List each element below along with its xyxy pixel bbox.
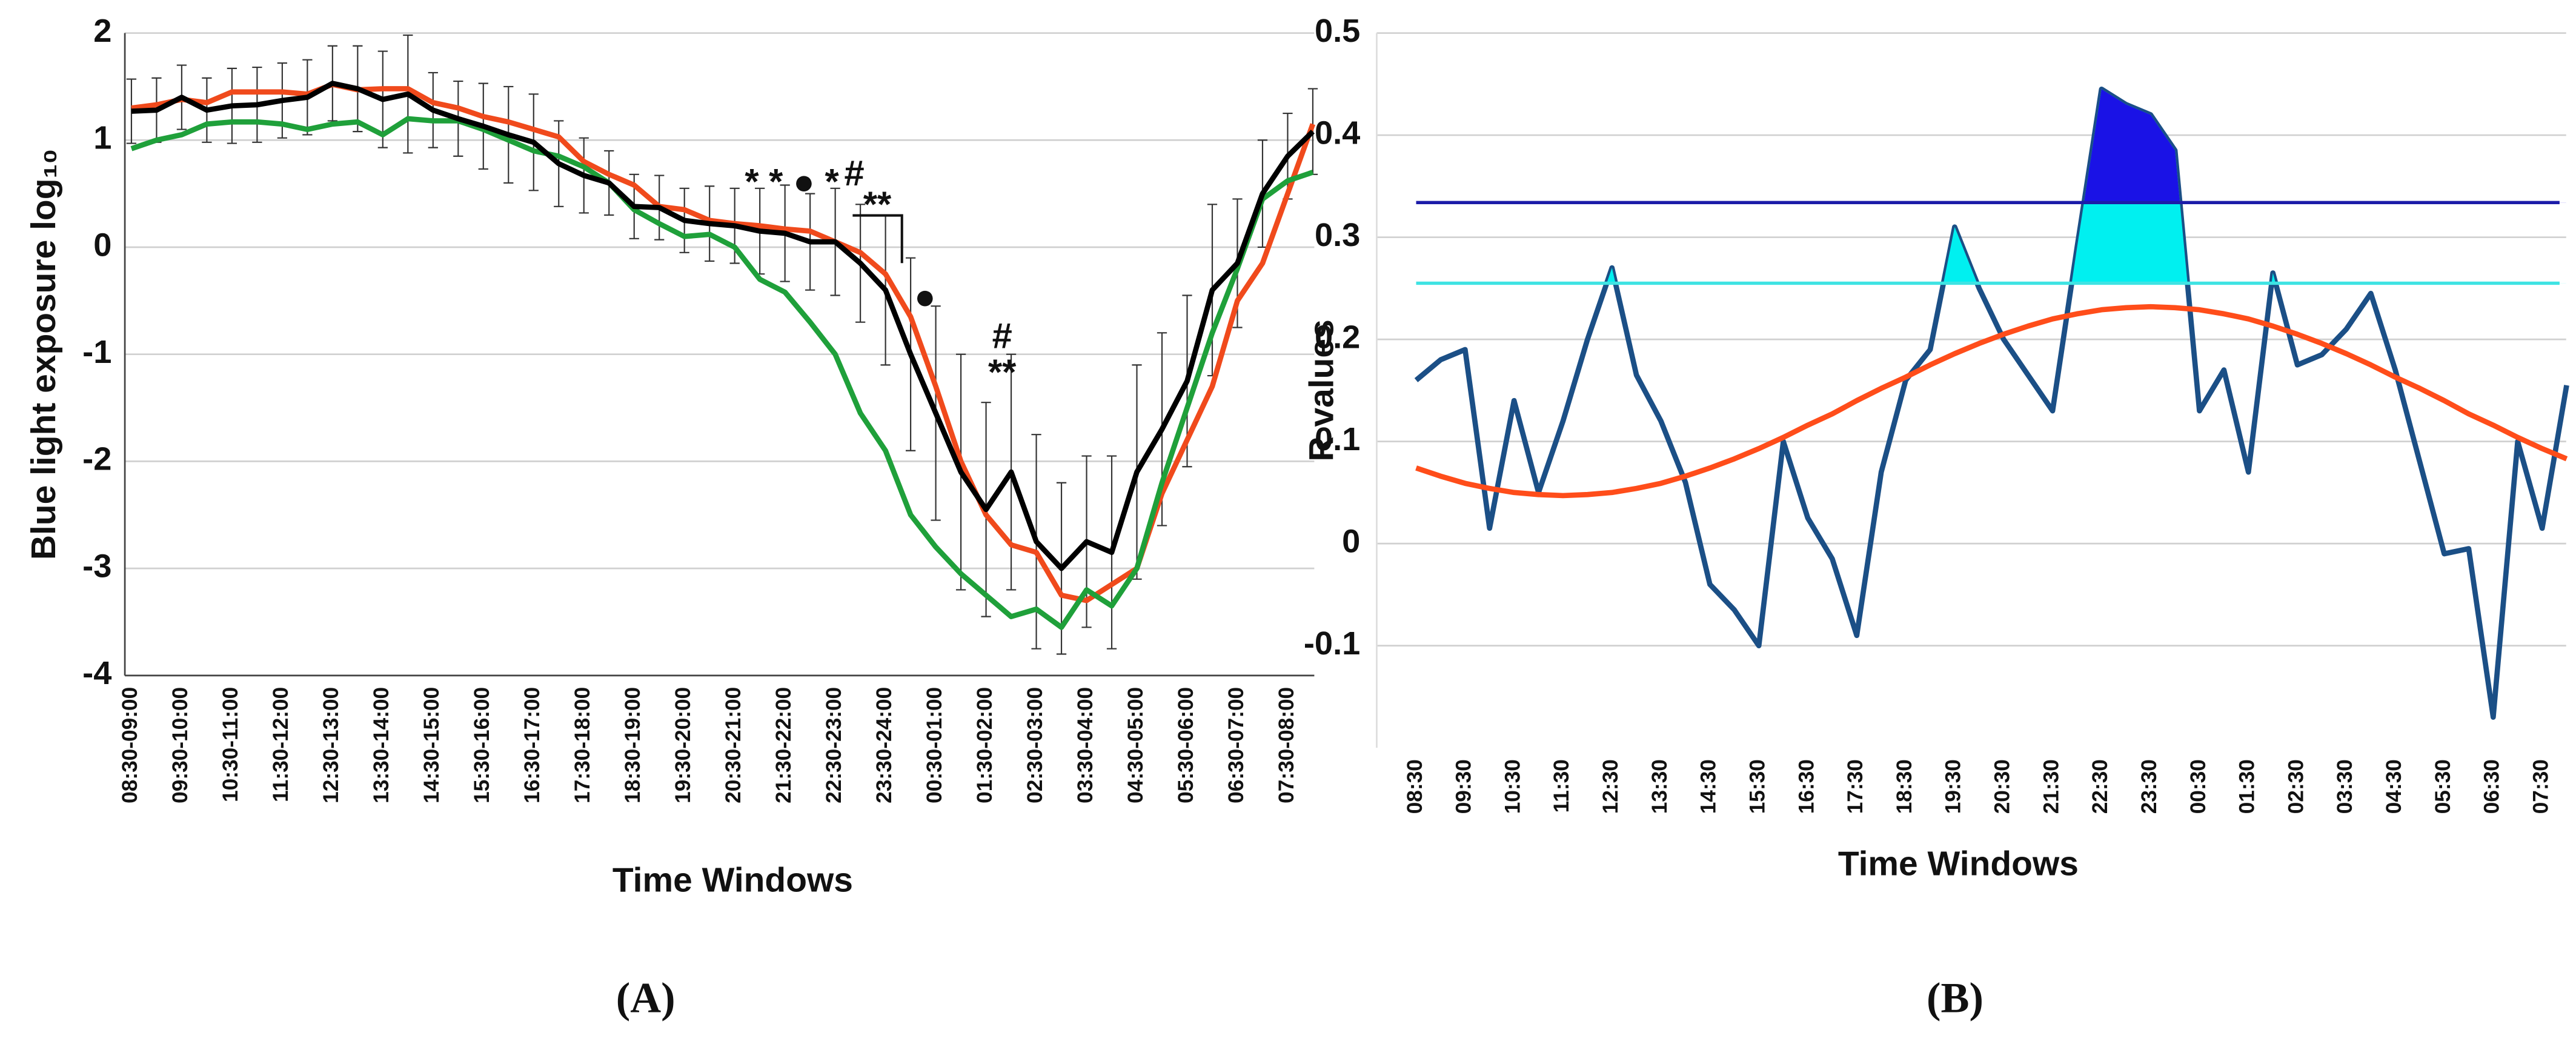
x-tick-label: 09:30-10:00 [168, 687, 192, 803]
x-tick-label: 21:30 [2039, 759, 2063, 814]
y-axis-title: R values [1303, 319, 1341, 461]
x-tick-label: 23:30 [2137, 759, 2161, 814]
annotation: ** [863, 184, 892, 225]
annotation: * * ● * [745, 161, 839, 202]
x-tick-label: 00:30-01:00 [923, 687, 946, 803]
x-axis-title: Time Windows [1838, 844, 2079, 883]
x-tick-label: 20:30-21:00 [722, 687, 745, 803]
x-tick-label: 07:30 [2529, 759, 2552, 814]
panel-label: (A) [616, 975, 676, 1022]
y-tick-label: -3 [82, 548, 111, 584]
x-tick-label: 08:30-09:00 [118, 687, 142, 803]
y-tick-label: -0.1 [1304, 625, 1360, 662]
y-tick-label: 2 [93, 13, 111, 49]
y-tick-label: -1 [82, 334, 111, 370]
annotation: # [992, 316, 1012, 356]
x-tick-label: 03:30 [2333, 759, 2357, 814]
annotation: # [845, 153, 865, 193]
x-tick-label: 17:30 [1844, 759, 1867, 814]
threshold-fill [1416, 89, 2566, 284]
y-axis-title: Blue light exposure log₁₀ [24, 148, 63, 560]
panel-label: (B) [1927, 975, 1983, 1022]
x-tick-label: 06:30 [2480, 759, 2504, 814]
x-tick-label: 03:30-04:00 [1074, 687, 1097, 803]
x-tick-label: 16:30-17:00 [520, 687, 544, 803]
x-tick-label: 12:30 [1599, 759, 1622, 814]
y-tick-label: -2 [82, 441, 111, 477]
x-tick-label: 19:30 [1942, 759, 1965, 814]
y-tick-label: 0.3 [1315, 217, 1360, 253]
x-tick-label: 14:30 [1697, 759, 1721, 814]
x-tick-label: 05:30-06:00 [1174, 687, 1198, 803]
x-tick-label: 16:30 [1794, 759, 1818, 814]
x-tick-label: 01:30-02:00 [973, 687, 997, 803]
x-tick-label: 10:30-11:00 [219, 687, 242, 802]
error-bar [126, 78, 137, 144]
data-line [130, 116, 1314, 630]
y-tick-label: 0.4 [1315, 115, 1360, 151]
y-tick-label: 0.1 [1315, 421, 1360, 457]
x-tick-label: 04:30 [2382, 759, 2406, 814]
x-tick-label: 13:30-14:00 [370, 687, 393, 803]
x-tick-label: 12:30-13:00 [319, 687, 343, 803]
x-tick-label: 07:30-08:00 [1275, 687, 1298, 803]
x-tick-label: 01:30 [2236, 759, 2259, 814]
fit-line [1415, 304, 2568, 499]
y-tick-label: 0 [1342, 523, 1360, 559]
y-tick-label: 1 [93, 120, 111, 156]
threshold-fill [1416, 89, 2566, 203]
x-tick-label: 09:30 [1452, 759, 1476, 814]
y-tick-label: 0.5 [1315, 13, 1360, 49]
data-line [131, 82, 1316, 603]
x-tick-label: 14:30-15:00 [420, 687, 443, 803]
annotation: ** [988, 351, 1017, 392]
x-tick-label: 00:30 [2186, 759, 2210, 814]
x-tick-label: 17:30-18:00 [571, 687, 594, 803]
x-tick-label: 11:30 [1550, 759, 1573, 813]
data-line [1414, 86, 2569, 720]
y-tick-label: 0 [93, 227, 111, 263]
annotation-bracket [852, 214, 903, 264]
y-tick-label: -4 [82, 655, 111, 691]
x-tick-label: 02:30 [2284, 759, 2308, 814]
x-tick-label: 18:30 [1893, 759, 1916, 814]
x-tick-label: 02:30-03:00 [1023, 687, 1047, 803]
x-tick-label: 20:30 [1991, 759, 2014, 814]
x-axis-title: Time Windows [612, 861, 853, 900]
data-line [131, 81, 1315, 571]
x-tick-label: 13:30 [1648, 759, 1671, 814]
annotation: ● [914, 276, 936, 317]
y-tick-label: 0.2 [1315, 319, 1360, 355]
x-tick-label: 05:30 [2431, 759, 2455, 814]
x-tick-label: 22:30 [2088, 759, 2112, 814]
x-tick-label: 15:30 [1745, 759, 1769, 814]
x-tick-label: 10:30 [1501, 759, 1524, 814]
x-tick-label: 06:30-07:00 [1224, 687, 1248, 803]
x-tick-label: 23:30-24:00 [872, 687, 896, 803]
x-tick-label: 04:30-05:00 [1124, 687, 1147, 803]
x-tick-label: 08:30 [1403, 759, 1427, 814]
x-tick-label: 11:30-12:00 [269, 687, 293, 802]
x-tick-label: 22:30-23:00 [822, 687, 846, 803]
x-tick-label: 15:30-16:00 [470, 687, 494, 803]
x-tick-label: 21:30-22:00 [772, 687, 795, 803]
x-tick-label: 18:30-19:00 [621, 687, 645, 803]
x-tick-label: 19:30-20:00 [671, 687, 695, 803]
